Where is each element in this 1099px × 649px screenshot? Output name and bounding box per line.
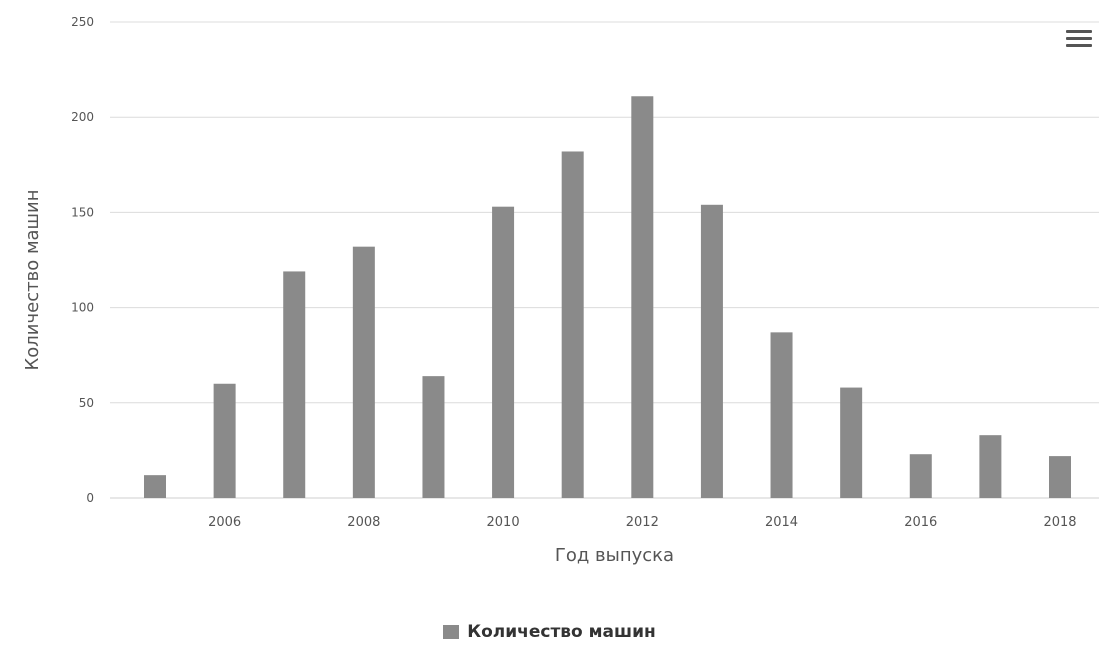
legend-label: Количество машин <box>467 622 656 642</box>
y-tick-label: 0 <box>86 491 94 505</box>
x-tick-label: 2008 <box>347 515 380 530</box>
bar <box>213 383 236 498</box>
bar <box>144 475 166 498</box>
x-tick-label: 2006 <box>208 515 241 530</box>
y-tick-label: 250 <box>71 15 94 29</box>
y-tick-label: 100 <box>71 301 94 315</box>
y-axis-title: Количество машин <box>22 190 43 371</box>
bar <box>840 387 863 498</box>
legend-item[interactable]: Количество машин <box>443 622 656 642</box>
x-tick-label: 2016 <box>904 515 937 530</box>
x-tick-label: 2010 <box>487 515 520 530</box>
bar <box>909 454 932 498</box>
bar <box>422 376 445 498</box>
bar <box>700 204 723 498</box>
y-tick-label: 200 <box>71 110 94 124</box>
bar <box>352 246 375 498</box>
legend: Количество машин <box>0 622 1099 644</box>
x-tick-label: 2012 <box>626 515 659 530</box>
hamburger-menu-icon[interactable] <box>1066 30 1092 54</box>
bar <box>561 151 584 499</box>
bar <box>283 271 306 498</box>
x-tick-label: 2014 <box>765 515 798 530</box>
bar <box>631 96 654 499</box>
bar <box>1049 456 1071 498</box>
y-tick-label: 50 <box>79 396 94 410</box>
x-tick-label: 2018 <box>1043 515 1076 530</box>
bar <box>979 435 1002 498</box>
y-tick-label: 150 <box>71 205 94 219</box>
bar <box>770 332 793 498</box>
legend-swatch <box>443 625 460 639</box>
bar <box>492 206 515 499</box>
x-axis-title: Год выпуска <box>555 545 674 566</box>
